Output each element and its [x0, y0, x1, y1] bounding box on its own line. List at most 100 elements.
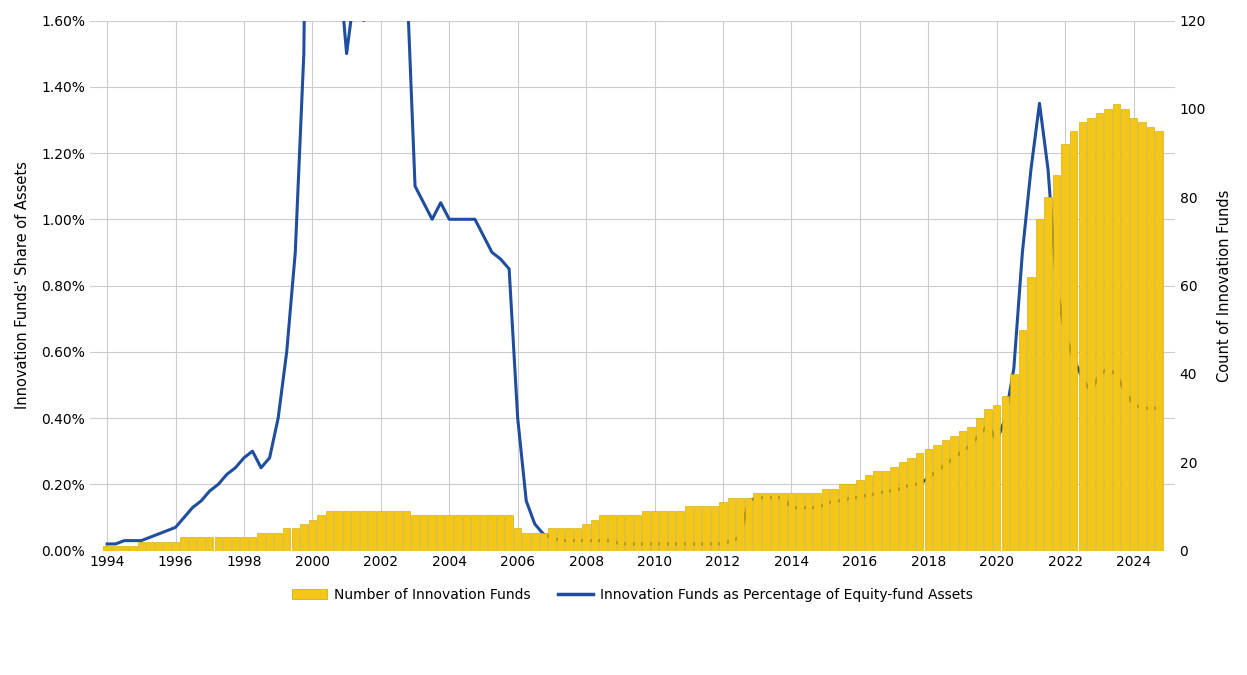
Bar: [822, 489, 829, 551]
Bar: [693, 506, 701, 551]
Bar: [908, 458, 915, 551]
Bar: [941, 440, 949, 551]
Bar: [1019, 329, 1026, 551]
Bar: [864, 475, 872, 551]
Bar: [1070, 131, 1077, 551]
Bar: [660, 511, 667, 551]
Bar: [976, 418, 984, 551]
Bar: [197, 537, 205, 551]
Bar: [429, 515, 436, 551]
Bar: [514, 529, 521, 551]
Bar: [163, 542, 171, 551]
Bar: [668, 511, 676, 551]
Bar: [831, 489, 838, 551]
Bar: [360, 511, 368, 551]
Bar: [720, 502, 727, 551]
Bar: [1061, 144, 1069, 551]
Bar: [890, 466, 898, 551]
Bar: [531, 533, 539, 551]
Bar: [352, 511, 359, 551]
Bar: [574, 529, 581, 551]
Bar: [549, 529, 556, 551]
Bar: [1130, 117, 1137, 551]
Bar: [301, 524, 308, 551]
Bar: [181, 537, 188, 551]
Bar: [1001, 396, 1009, 551]
Bar: [121, 546, 128, 551]
Bar: [1010, 374, 1018, 551]
Bar: [436, 515, 444, 551]
Bar: [463, 515, 470, 551]
Bar: [1104, 109, 1111, 551]
Bar: [206, 537, 213, 551]
Bar: [676, 511, 685, 551]
Bar: [325, 511, 333, 551]
Bar: [1139, 122, 1146, 551]
Bar: [1121, 109, 1129, 551]
Bar: [112, 546, 120, 551]
Bar: [128, 546, 136, 551]
Bar: [445, 515, 453, 551]
Bar: [804, 493, 812, 551]
Bar: [625, 515, 632, 551]
Bar: [471, 515, 479, 551]
Bar: [505, 515, 513, 551]
Bar: [454, 515, 461, 551]
Bar: [1156, 131, 1163, 551]
Bar: [1087, 117, 1095, 551]
Bar: [241, 537, 248, 551]
Bar: [496, 515, 504, 551]
Bar: [232, 537, 239, 551]
Bar: [917, 454, 924, 551]
Bar: [873, 471, 880, 551]
Bar: [609, 515, 616, 551]
Bar: [882, 471, 889, 551]
Bar: [1112, 105, 1120, 551]
Bar: [582, 524, 590, 551]
Bar: [146, 542, 153, 551]
Bar: [480, 515, 488, 551]
Bar: [1044, 197, 1051, 551]
Bar: [104, 546, 111, 551]
Bar: [565, 529, 572, 551]
Bar: [556, 529, 564, 551]
Bar: [968, 427, 975, 551]
Y-axis label: Count of Innovation Funds: Count of Innovation Funds: [1217, 190, 1232, 382]
Bar: [172, 542, 180, 551]
Bar: [771, 493, 778, 551]
Bar: [728, 497, 736, 551]
Bar: [317, 515, 324, 551]
Bar: [334, 511, 342, 551]
Bar: [736, 497, 744, 551]
Bar: [377, 511, 384, 551]
Bar: [753, 493, 761, 551]
Bar: [1079, 122, 1086, 551]
Bar: [633, 515, 641, 551]
Bar: [950, 436, 958, 551]
Bar: [155, 542, 162, 551]
Bar: [369, 511, 377, 551]
Bar: [651, 511, 658, 551]
Bar: [797, 493, 804, 551]
Bar: [1147, 126, 1155, 551]
Bar: [744, 497, 752, 551]
Bar: [616, 515, 624, 551]
Bar: [385, 511, 393, 551]
Bar: [1036, 219, 1044, 551]
Bar: [412, 515, 419, 551]
Bar: [924, 449, 932, 551]
Bar: [839, 485, 847, 551]
Bar: [343, 511, 350, 551]
Bar: [702, 506, 710, 551]
Bar: [642, 511, 650, 551]
Bar: [489, 515, 496, 551]
Bar: [788, 493, 796, 551]
Bar: [248, 537, 257, 551]
Bar: [685, 506, 692, 551]
Bar: [993, 405, 1000, 551]
Bar: [283, 529, 291, 551]
Bar: [522, 533, 530, 551]
Bar: [403, 511, 410, 551]
Bar: [984, 409, 991, 551]
Bar: [137, 542, 145, 551]
